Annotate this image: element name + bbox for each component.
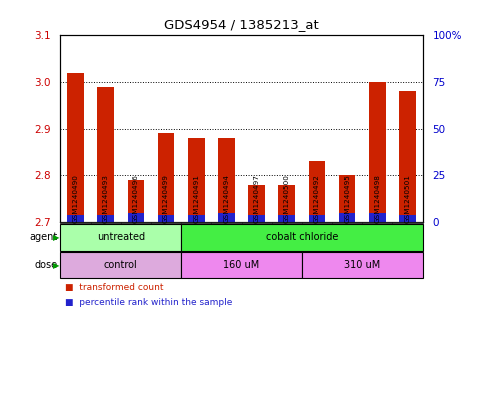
Text: ■  transformed count: ■ transformed count xyxy=(65,283,164,292)
Bar xyxy=(218,138,235,222)
Text: GSM1240499: GSM1240499 xyxy=(163,174,169,223)
Bar xyxy=(188,215,204,222)
Bar xyxy=(369,213,385,222)
Bar xyxy=(279,215,295,222)
Bar xyxy=(128,180,144,222)
Bar xyxy=(67,215,84,222)
Text: ▶: ▶ xyxy=(54,233,60,242)
Bar xyxy=(188,138,204,222)
Text: GSM1240497: GSM1240497 xyxy=(254,174,259,223)
Text: GSM1240493: GSM1240493 xyxy=(103,174,109,223)
Bar xyxy=(158,215,174,222)
Text: GSM1240496: GSM1240496 xyxy=(133,174,139,223)
Bar xyxy=(369,82,385,222)
Text: agent: agent xyxy=(30,232,58,242)
Bar xyxy=(98,215,114,222)
Bar xyxy=(399,215,416,222)
Text: GSM1240494: GSM1240494 xyxy=(224,174,229,223)
Text: GSM1240491: GSM1240491 xyxy=(193,174,199,223)
Bar xyxy=(128,213,144,222)
Bar xyxy=(279,185,295,222)
Bar xyxy=(158,133,174,222)
Text: GSM1240500: GSM1240500 xyxy=(284,174,290,223)
Bar xyxy=(98,87,114,222)
Bar xyxy=(67,73,84,222)
Text: 310 uM: 310 uM xyxy=(344,260,381,270)
Bar xyxy=(309,162,325,222)
Text: ▶: ▶ xyxy=(54,261,60,270)
Bar xyxy=(248,185,265,222)
Text: GSM1240495: GSM1240495 xyxy=(344,174,350,223)
Text: control: control xyxy=(104,260,138,270)
Bar xyxy=(399,92,416,222)
Text: GSM1240492: GSM1240492 xyxy=(314,174,320,223)
Bar xyxy=(218,213,235,222)
Text: GSM1240490: GSM1240490 xyxy=(72,174,78,223)
Text: 160 uM: 160 uM xyxy=(223,260,260,270)
Text: GSM1240501: GSM1240501 xyxy=(405,174,411,223)
Bar xyxy=(339,213,355,222)
Text: ■  percentile rank within the sample: ■ percentile rank within the sample xyxy=(65,298,233,307)
Bar xyxy=(339,175,355,222)
Text: GDS4954 / 1385213_at: GDS4954 / 1385213_at xyxy=(164,18,319,31)
Text: cobalt chloride: cobalt chloride xyxy=(266,232,338,242)
Text: untreated: untreated xyxy=(97,232,145,242)
Bar xyxy=(248,215,265,222)
Text: dose: dose xyxy=(35,260,58,270)
Text: GSM1240498: GSM1240498 xyxy=(374,174,380,223)
Bar xyxy=(309,215,325,222)
